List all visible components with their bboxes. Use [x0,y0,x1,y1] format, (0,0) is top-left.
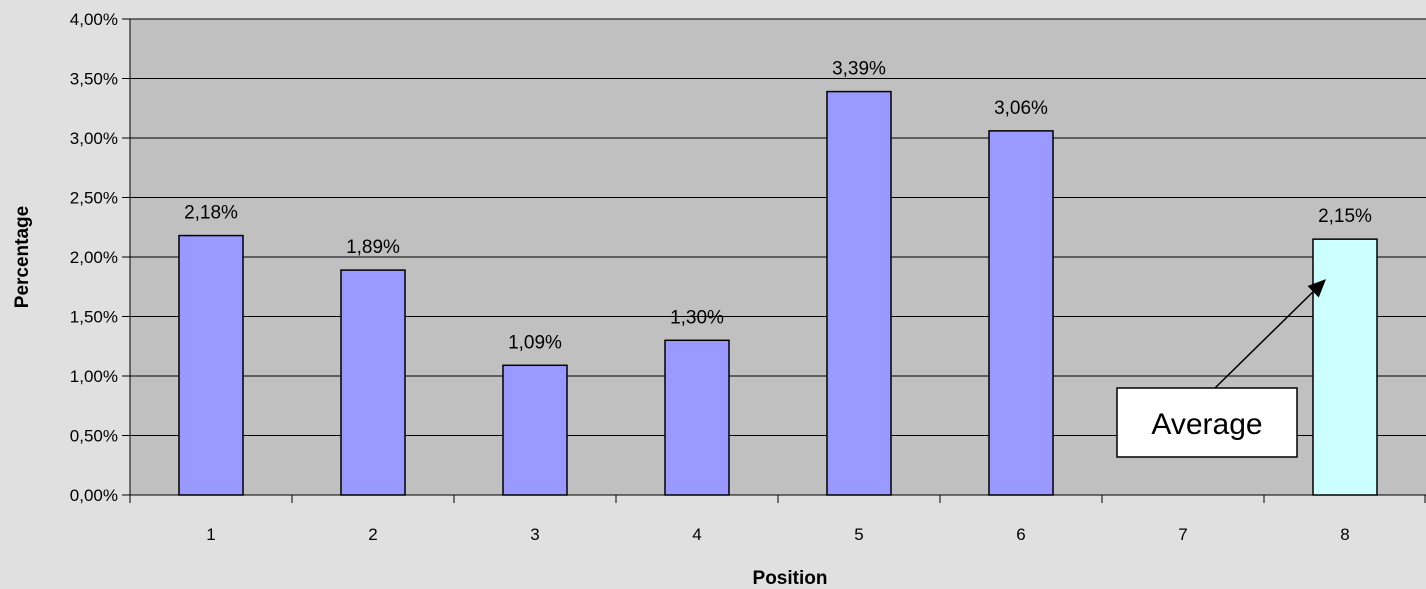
data-label: 2,18% [184,203,238,224]
data-label: 1,89% [346,237,400,258]
y-tick-label: 0,00% [70,486,118,505]
annotation-arrow-line [1214,291,1314,389]
x-tick-label: 3 [530,525,539,544]
x-tick-label: 5 [854,525,863,544]
bar [826,90,892,496]
annotation-text: Average [1151,408,1262,441]
bars [178,90,1378,496]
bar [502,364,568,496]
y-tick-label: 1,00% [70,367,118,386]
x-tick-label: 8 [1340,525,1349,544]
labels: 0,00% 0,50% 1,00% 1,50% 2,00% 2,50% 3,00% 3,50%… [70,10,1372,544]
x-tick-label: 6 [1016,525,1025,544]
data-label: 1,30% [670,307,724,328]
bar [988,130,1054,496]
bar [178,234,244,496]
x-axis-title: Position [753,568,828,589]
y-tick-label: 1,50% [70,308,118,327]
x-tick-label: 4 [692,525,701,544]
x-tick-label: 7 [1178,525,1187,544]
average-bar [1312,238,1378,496]
y-tick-label: 2,00% [70,248,118,267]
y-tick-label: 3,00% [70,129,118,148]
y-axis-title: Percentage [12,206,33,308]
annotation-arrow-head [1307,279,1326,298]
x-tick-label: 2 [368,525,377,544]
data-label: 3,39% [832,59,886,80]
data-label: 2,15% [1318,206,1372,227]
y-tick-label: 3,50% [70,70,118,89]
average-annotation: Average [1116,279,1326,458]
bar [664,339,730,496]
data-label: 1,09% [508,332,562,353]
y-tick-label: 2,50% [70,189,118,208]
y-tick-label: 4,00% [70,10,118,29]
y-tick-label: 0,50% [70,427,118,446]
axes [122,18,1426,503]
bar [340,269,406,496]
annotation-box [1116,387,1298,458]
data-label: 3,06% [994,98,1048,119]
x-tick-label: 1 [206,525,215,544]
